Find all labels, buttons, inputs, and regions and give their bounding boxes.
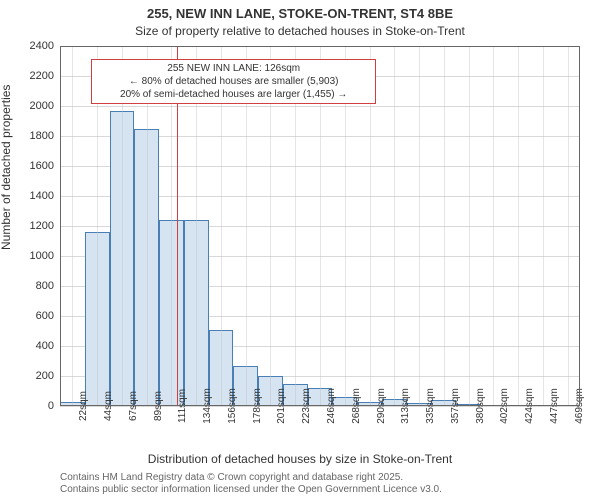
x-tick-label: 156sqm [221, 388, 238, 424]
x-gridline [543, 46, 544, 406]
footer-line-2: Contains public sector information licen… [60, 484, 442, 496]
x-tick-label: 268sqm [345, 388, 362, 424]
footer-line-1: Contains HM Land Registry data © Crown c… [60, 472, 442, 484]
x-tick-label: 469sqm [568, 388, 585, 424]
x-tick-label: 335sqm [419, 388, 436, 424]
x-tick-label: 89sqm [147, 391, 164, 421]
x-gridline [72, 46, 73, 406]
x-gridline [568, 46, 569, 406]
y-tick-label: 2200 [30, 70, 60, 82]
x-tick-label: 134sqm [196, 388, 213, 424]
y-tick-label: 1200 [30, 220, 60, 232]
y-tick-label: 400 [36, 340, 60, 352]
x-tick-label: 22sqm [72, 391, 89, 421]
x-tick-label: 178sqm [246, 388, 263, 424]
annotation-line: ← 80% of detached houses are smaller (5,… [96, 75, 371, 88]
y-tick-label: 1600 [30, 160, 60, 172]
x-tick-label: 447sqm [543, 388, 560, 424]
y-tick-label: 2000 [30, 100, 60, 112]
x-tick-label: 223sqm [295, 388, 312, 424]
x-tick-label: 44sqm [97, 391, 114, 421]
chart-title: 255, NEW INN LANE, STOKE-ON-TRENT, ST4 8… [0, 6, 600, 21]
y-tick-label: 1800 [30, 130, 60, 142]
y-tick-label: 200 [36, 370, 60, 382]
x-tick-label: 380sqm [469, 388, 486, 424]
x-tick-label: 402sqm [493, 388, 510, 424]
annotation-box: 255 NEW INN LANE: 126sqm← 80% of detache… [91, 59, 376, 104]
x-tick-label: 424sqm [518, 388, 535, 424]
x-axis-label: Distribution of detached houses by size … [0, 452, 600, 466]
x-tick-label: 290sqm [370, 388, 387, 424]
x-tick-label: 67sqm [122, 391, 139, 421]
x-gridline [419, 46, 420, 406]
x-gridline [444, 46, 445, 406]
annotation-line: 255 NEW INN LANE: 126sqm [96, 62, 371, 75]
x-tick-label: 357sqm [444, 388, 461, 424]
x-gridline [518, 46, 519, 406]
y-tick-label: 1000 [30, 250, 60, 262]
y-tick-label: 800 [36, 280, 60, 292]
x-gridline [394, 46, 395, 406]
y-tick-label: 600 [36, 310, 60, 322]
x-gridline [469, 46, 470, 406]
annotation-line: 20% of semi-detached houses are larger (… [96, 88, 371, 101]
chart-frame: 255, NEW INN LANE, STOKE-ON-TRENT, ST4 8… [0, 0, 600, 500]
x-tick-label: 201sqm [270, 388, 287, 424]
x-tick-label: 246sqm [320, 388, 337, 424]
x-tick-label: 111sqm [171, 389, 188, 423]
chart-subtitle: Size of property relative to detached ho… [0, 24, 600, 38]
y-axis-label: Number of detached properties [0, 85, 13, 250]
y-tick-label: 0 [48, 400, 60, 412]
y-tick-label: 1400 [30, 190, 60, 202]
x-gridline [493, 46, 494, 406]
chart-footer: Contains HM Land Registry data © Crown c… [60, 472, 442, 496]
y-tick-label: 2400 [30, 40, 60, 52]
x-tick-label: 313sqm [394, 388, 411, 424]
plot-area: 0200400600800100012001400160018002000220… [60, 46, 580, 406]
